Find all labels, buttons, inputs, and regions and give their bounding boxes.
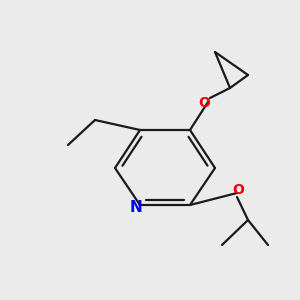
Text: O: O: [232, 183, 244, 197]
Text: O: O: [198, 96, 210, 110]
Text: N: N: [130, 200, 142, 214]
